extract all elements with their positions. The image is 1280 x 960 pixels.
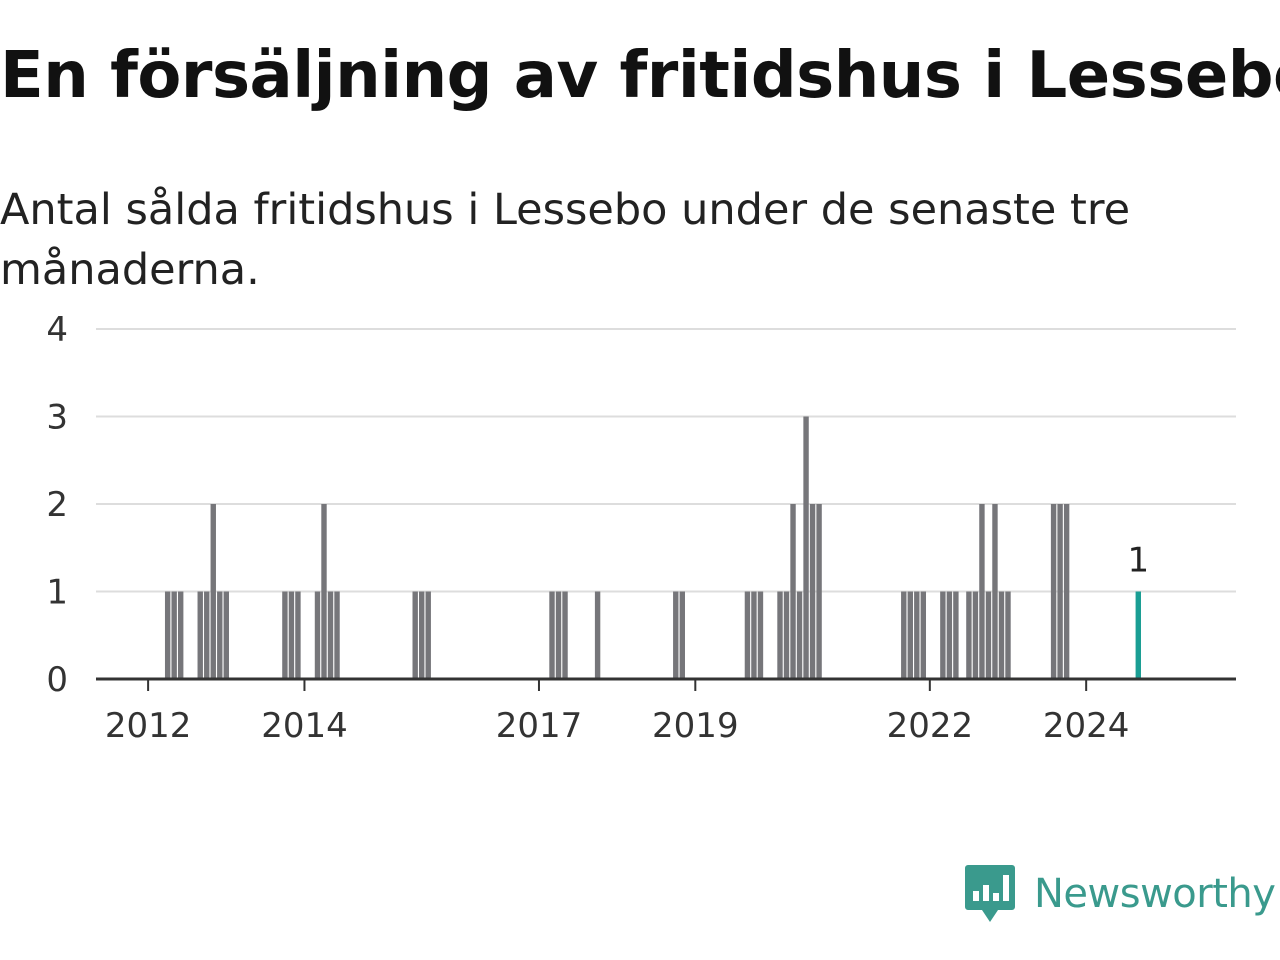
bar: [282, 591, 288, 679]
bar: [920, 591, 927, 679]
bar: [914, 591, 920, 679]
bar-chart: 0 1 2 3 4 2012 2014 2017 2019 2022 2024 1: [46, 310, 1236, 746]
bar: [217, 591, 223, 679]
bar: [816, 504, 822, 679]
bar: [210, 504, 216, 679]
bar: [953, 591, 959, 679]
bar: [288, 591, 295, 679]
y-tick-label: 4: [46, 310, 68, 350]
bar: [314, 591, 321, 679]
bar: [1063, 504, 1070, 679]
bar: [425, 591, 431, 679]
bar: [1005, 591, 1011, 679]
x-tick-label: 2019: [652, 706, 739, 746]
bar: [673, 591, 679, 679]
bar: [327, 591, 334, 679]
bar: [555, 591, 562, 679]
x-tick-label: 2024: [1043, 706, 1130, 746]
brand-name: Newsworthy: [1034, 871, 1276, 917]
bar: [783, 591, 790, 679]
bar: [907, 591, 913, 679]
bar: [223, 591, 229, 679]
bar: [940, 591, 946, 679]
bar: [321, 504, 327, 679]
bar: [966, 591, 972, 679]
bar: [197, 591, 203, 679]
bar: [594, 591, 601, 679]
bar: [679, 591, 685, 679]
brand-logo: Newsworthy: [964, 862, 1276, 926]
bar: [972, 591, 979, 679]
bar: [985, 591, 992, 679]
bar: [171, 591, 177, 679]
chart-subtitle: Antal sålda fritidshus i Lessebo under d…: [0, 185, 1131, 295]
bar: [777, 591, 783, 679]
bars: [164, 416, 1141, 679]
bar: [562, 591, 568, 679]
x-axis-ticks: 2012 2014 2017 2019 2022 2024: [105, 679, 1130, 746]
grid-lines: [96, 328, 1236, 593]
chart-title: En försäljning av fritidshus i Lessebo: [0, 39, 1280, 113]
bar: [979, 504, 985, 679]
bar: [412, 591, 418, 679]
x-tick-label: 2012: [105, 706, 192, 746]
bar: [796, 591, 803, 679]
y-tick-label: 3: [46, 398, 68, 438]
bar: [419, 591, 425, 679]
bar-highlight: [1135, 591, 1141, 679]
bar: [334, 591, 340, 679]
bar: [177, 591, 184, 679]
y-tick-label: 0: [46, 660, 68, 700]
data-labels: 1: [1127, 541, 1149, 581]
newsworthy-logo-icon: [965, 865, 1015, 922]
bar: [757, 591, 764, 679]
x-tick-label: 2022: [887, 706, 974, 746]
y-tick-label: 1: [46, 573, 68, 613]
bar: [901, 591, 907, 679]
bar: [790, 504, 796, 679]
bar: [803, 416, 809, 679]
bar: [998, 591, 1005, 679]
y-axis-ticks: 0 1 2 3 4: [46, 310, 68, 700]
bar: [1057, 504, 1063, 679]
bar: [751, 591, 757, 679]
data-label: 1: [1127, 541, 1149, 581]
bar: [164, 591, 171, 679]
bar: [744, 591, 751, 679]
bar: [1050, 504, 1057, 679]
bar: [809, 504, 816, 679]
bar: [946, 591, 953, 679]
bar: [549, 591, 555, 679]
y-tick-label: 2: [46, 485, 68, 525]
x-tick-label: 2017: [496, 706, 583, 746]
x-tick-label: 2014: [261, 706, 348, 746]
bar: [992, 504, 998, 679]
bar: [295, 591, 301, 679]
bar: [204, 591, 210, 679]
